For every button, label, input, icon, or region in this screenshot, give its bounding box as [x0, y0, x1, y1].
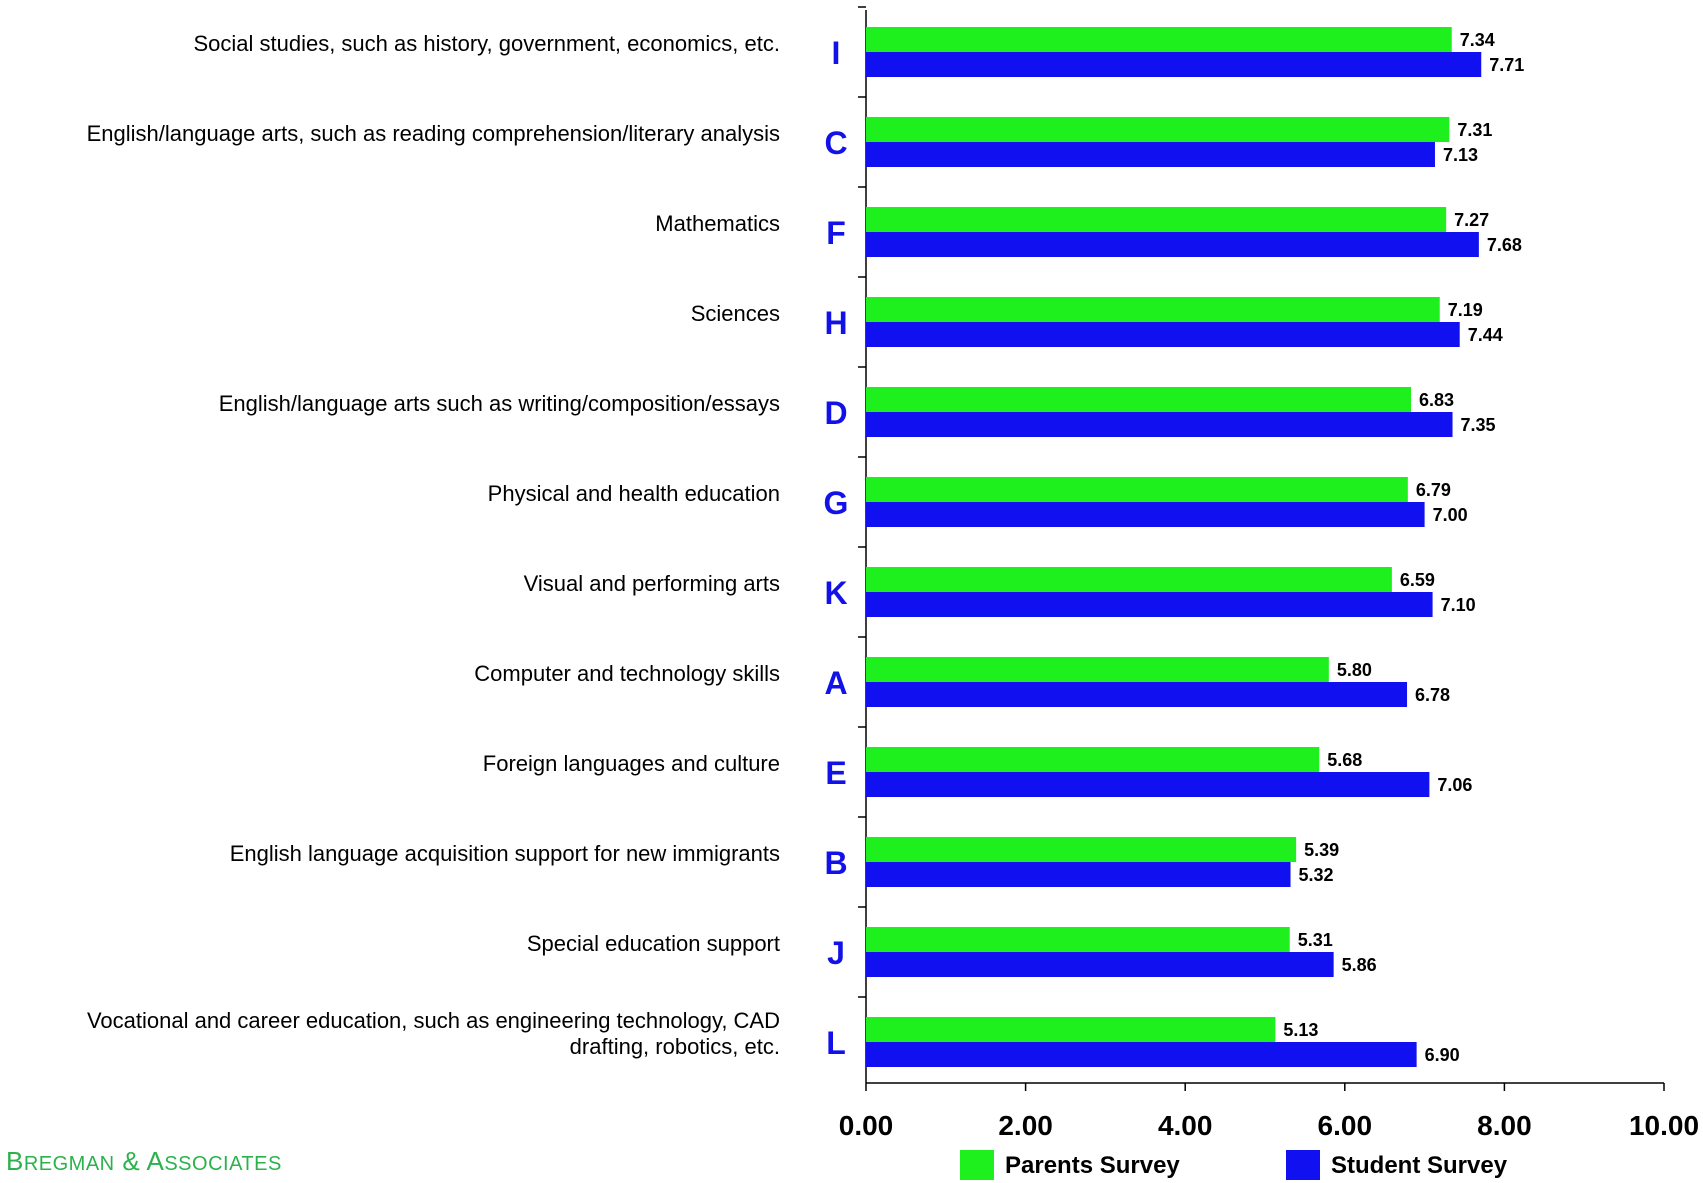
- data-label: 5.31: [1298, 930, 1333, 950]
- category-label: Social studies, such as history, governm…: [193, 31, 780, 56]
- data-label: 7.44: [1468, 325, 1503, 345]
- parents-bar: [866, 387, 1412, 412]
- data-label: 7.19: [1448, 300, 1483, 320]
- student-bar: [866, 412, 1453, 437]
- data-label: 7.71: [1489, 55, 1524, 75]
- category-label: English/language arts, such as reading c…: [87, 121, 780, 146]
- parents-bar: [866, 27, 1452, 52]
- data-label: 6.78: [1415, 685, 1450, 705]
- data-label: 7.10: [1441, 595, 1476, 615]
- parents-bar: [866, 117, 1450, 142]
- legend-swatch: [960, 1150, 994, 1180]
- category-label: Foreign languages and culture: [483, 751, 780, 776]
- data-label: 6.90: [1425, 1045, 1460, 1065]
- student-bar: [866, 322, 1460, 347]
- x-tick-label: 6.00: [1318, 1110, 1373, 1141]
- category-code: D: [824, 395, 847, 431]
- student-bar: [866, 502, 1425, 527]
- data-label: 5.13: [1283, 1020, 1318, 1040]
- category-label: English language acquisition support for…: [230, 841, 780, 866]
- student-bar: [866, 592, 1433, 617]
- data-label: 7.68: [1487, 235, 1522, 255]
- category-code: F: [826, 215, 846, 251]
- data-label: 6.79: [1416, 480, 1451, 500]
- category-code: G: [824, 485, 849, 521]
- category-code: I: [832, 35, 841, 71]
- parents-bar: [866, 477, 1408, 502]
- category-code: E: [825, 755, 846, 791]
- legend-swatch: [1286, 1150, 1320, 1180]
- student-bar: [866, 232, 1479, 257]
- student-bar: [866, 862, 1291, 887]
- x-tick-label: 0.00: [839, 1110, 894, 1141]
- parents-bar: [866, 1017, 1276, 1042]
- category-code: B: [824, 845, 847, 881]
- category-code: C: [824, 125, 847, 161]
- data-label: 7.06: [1437, 775, 1472, 795]
- parents-bar: [866, 657, 1329, 682]
- branding-logo: BREGMAN & ASSOCIATES: [6, 1146, 282, 1176]
- parents-bar: [866, 927, 1290, 952]
- parents-bar: [866, 837, 1297, 862]
- category-code: L: [826, 1025, 846, 1061]
- category-label: Sciences: [691, 301, 780, 326]
- parents-bar: [866, 747, 1320, 772]
- category-label: drafting, robotics, etc.: [570, 1034, 780, 1059]
- legend-label: Parents Survey: [1005, 1152, 1180, 1179]
- data-label: 5.32: [1299, 865, 1334, 885]
- category-label: Vocational and career education, such as…: [87, 1008, 780, 1033]
- student-bar: [866, 52, 1482, 77]
- data-label: 7.35: [1461, 415, 1496, 435]
- parents-bar: [866, 567, 1392, 592]
- data-label: 5.68: [1327, 750, 1362, 770]
- category-code: A: [824, 665, 847, 701]
- data-label: 5.39: [1304, 840, 1339, 860]
- x-tick-label: 8.00: [1477, 1110, 1532, 1141]
- data-label: 7.31: [1457, 120, 1492, 140]
- parents-bar: [866, 207, 1447, 232]
- data-label: 5.86: [1342, 955, 1377, 975]
- category-code: H: [824, 305, 847, 341]
- data-label: 7.34: [1460, 30, 1495, 50]
- category-label: Visual and performing arts: [524, 571, 780, 596]
- data-label: 5.80: [1337, 660, 1372, 680]
- category-code: J: [827, 935, 845, 971]
- category-label: Mathematics: [655, 211, 780, 236]
- student-bar: [866, 1042, 1417, 1067]
- student-bar: [866, 682, 1408, 707]
- category-label: Computer and technology skills: [474, 661, 780, 686]
- data-label: 7.00: [1433, 505, 1468, 525]
- data-label: 7.27: [1454, 210, 1489, 230]
- legend-label: Student Survey: [1331, 1152, 1508, 1179]
- category-label: Special education support: [527, 931, 780, 956]
- data-label: 6.59: [1400, 570, 1435, 590]
- category-label: English/language arts such as writing/co…: [219, 391, 780, 416]
- x-tick-label: 10.00: [1629, 1110, 1699, 1141]
- parents-bar: [866, 297, 1440, 322]
- x-tick-label: 2.00: [998, 1110, 1053, 1141]
- data-label: 6.83: [1419, 390, 1454, 410]
- x-tick-label: 4.00: [1158, 1110, 1213, 1141]
- student-bar: [866, 952, 1334, 977]
- category-label: Physical and health education: [488, 481, 780, 506]
- data-label: 7.13: [1443, 145, 1478, 165]
- student-bar: [866, 142, 1435, 167]
- student-bar: [866, 772, 1430, 797]
- category-code: K: [824, 575, 847, 611]
